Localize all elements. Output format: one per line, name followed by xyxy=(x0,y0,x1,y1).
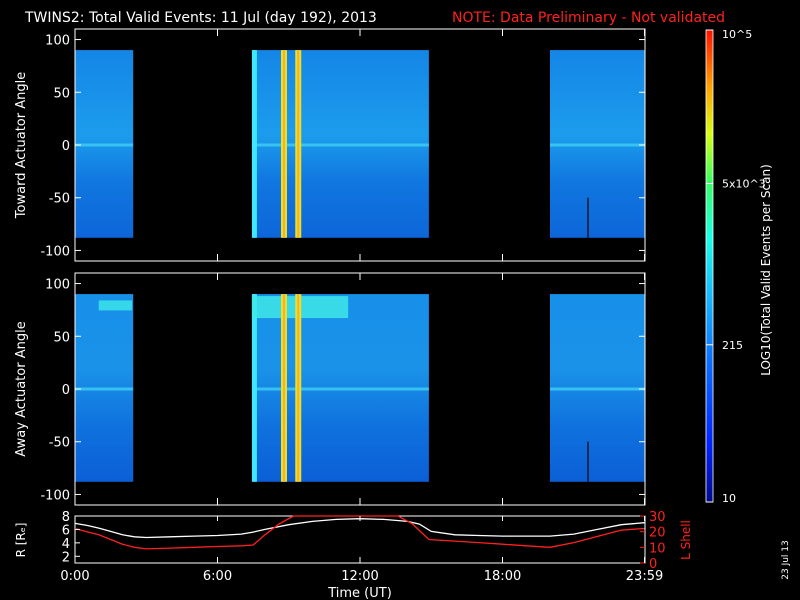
colorbar-tick-label: 10 xyxy=(722,492,736,505)
y-tick-label: 0 xyxy=(62,139,70,154)
axis-ticks-toward: 100 50 0 -50 -100 xyxy=(40,29,646,261)
lshell-line xyxy=(74,515,645,550)
colorbar-ticks: 10 215 5x10^3 10^5 xyxy=(706,28,766,505)
y-tick-label-right: 0 xyxy=(649,557,657,572)
y-axis-label-lshell: L Shell xyxy=(679,520,693,560)
y-tick-label: -100 xyxy=(40,488,70,503)
block-edge-stripe xyxy=(251,50,257,238)
colorbar-label: LOG10(Total Valid Events per Scan) xyxy=(759,164,773,376)
x-axis-label: Time (UT) xyxy=(327,586,392,600)
x-tick-label: 0:00 xyxy=(60,569,89,584)
y-tick-label: 50 xyxy=(53,86,70,101)
y-tick-label: -100 xyxy=(40,244,70,259)
bright-stripe-core xyxy=(297,294,300,482)
panel-frame xyxy=(74,515,646,564)
plot-title: TWINS2: Total Valid Events: 11 Jul (day … xyxy=(24,10,377,26)
bright-stripe-core xyxy=(283,294,285,482)
heatmap-away xyxy=(75,294,645,482)
colorbar-tick-label: 10^5 xyxy=(722,28,752,41)
orbit-lines xyxy=(74,515,645,550)
bright-band xyxy=(98,300,132,311)
block-edge-stripe xyxy=(251,294,257,482)
colorbar-tick-label: 5x10^3 xyxy=(722,178,766,191)
x-tick-label: 6:00 xyxy=(203,569,232,584)
y-tick-label-right: 30 xyxy=(649,510,666,525)
y-tick-label: 100 xyxy=(45,278,70,293)
zero-band xyxy=(550,387,645,391)
zero-band xyxy=(251,143,429,147)
y-tick-label: 50 xyxy=(53,330,70,345)
axis-ticks-away: 100 50 0 -50 -100 xyxy=(40,273,646,505)
x-tick-label: 23:59 xyxy=(626,569,663,584)
panel-toward: 100 50 0 -50 -100 Toward Actuator Angle xyxy=(14,28,646,262)
y-tick-label: 6 xyxy=(62,523,70,538)
colorbar-tick-label: 215 xyxy=(722,339,743,352)
y-tick-label: 0 xyxy=(62,383,70,398)
zero-band xyxy=(75,387,134,391)
x-tick-label: 12:00 xyxy=(341,569,378,584)
y-tick-label: -50 xyxy=(49,192,70,207)
y-tick-label: 2 xyxy=(62,550,70,565)
y-axis-label-away: Away Actuator Angle xyxy=(14,321,29,456)
y-tick-label-right: 20 xyxy=(649,526,666,541)
y-tick-label: 4 xyxy=(62,537,70,552)
colorbar-scale xyxy=(705,29,714,503)
colorbar: 10 215 5x10^3 10^5 LOG10(Total Valid Events… xyxy=(705,28,773,505)
bright-stripe-core xyxy=(283,50,285,238)
heatmap-toward xyxy=(75,50,645,238)
y-tick-label: -50 xyxy=(49,436,70,451)
zero-band xyxy=(550,143,645,147)
y-axis-label-radius: R [Rₑ] xyxy=(14,523,28,558)
zero-band xyxy=(75,143,134,147)
radius-line xyxy=(74,518,645,539)
y-tick-label: 100 xyxy=(45,34,70,49)
panel-away: 100 50 0 -50 -100 Away Actuator Angle xyxy=(14,272,646,506)
zero-band xyxy=(251,387,429,391)
preliminary-note: NOTE: Data Preliminary - Not validated xyxy=(452,10,725,26)
date-stamp: 23 Jul 13 xyxy=(781,540,791,580)
y-axis-label-toward: Toward Actuator Angle xyxy=(14,72,29,219)
bright-stripe-core xyxy=(297,50,300,238)
y-tick-label-right: 10 xyxy=(649,541,666,556)
x-tick-label: 18:00 xyxy=(484,569,521,584)
y-tick-label: 8 xyxy=(62,510,70,525)
